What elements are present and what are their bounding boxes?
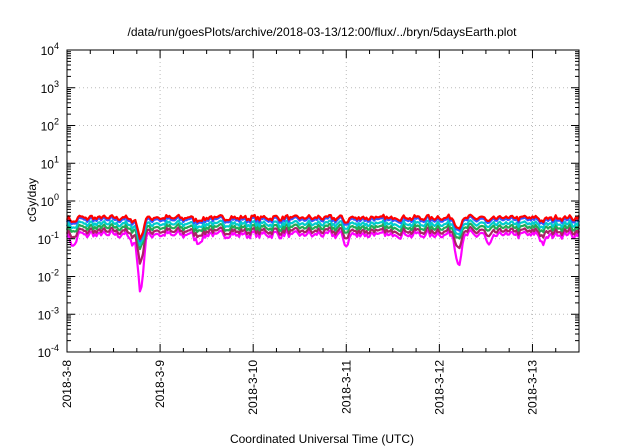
y-tick-exponent: -4 [51, 343, 59, 353]
y-tick-label: 103 [41, 79, 59, 96]
y-axis-label: cGy/day [25, 178, 39, 222]
y-tick-exponent: 2 [54, 117, 59, 127]
grid [67, 50, 579, 352]
y-tick-exponent: 0 [54, 192, 59, 202]
x-tick-label: 2018-3-13 [525, 360, 539, 415]
x-ticks: 2018-3-8 2018-3-9 2018-3-10 2018-3-11 2018-3… [60, 50, 557, 415]
y-tick-label: 10-4 [38, 343, 59, 360]
y-tick-exponent: -1 [51, 230, 59, 240]
y-tick-label: 102 [41, 117, 59, 134]
y-tick-exponent: 1 [54, 154, 59, 164]
y-tick-exponent: 4 [54, 41, 59, 51]
chart-title: /data/run/goesPlots/archive/2018-03-13/1… [128, 25, 518, 39]
y-tick-exponent: -2 [51, 268, 59, 278]
series-line [65, 222, 581, 251]
x-tick-label: 2018-3-10 [246, 360, 260, 415]
x-tick-label: 2018-3-12 [432, 360, 446, 415]
y-tick-exponent: -3 [51, 305, 59, 315]
x-axis-label: Coordinated Universal Time (UTC) [230, 432, 414, 446]
x-tick-label: 2018-3-9 [153, 360, 167, 408]
y-tick-label: 10-2 [38, 268, 59, 285]
y-tick-label: 100 [41, 192, 59, 209]
x-tick-label: 2018-3-11 [339, 360, 353, 414]
x-tick-label: 2018-3-8 [60, 360, 74, 408]
series-line [65, 225, 581, 265]
series-line [65, 219, 581, 247]
y-tick-label: 104 [41, 41, 59, 58]
series-line [66, 228, 581, 293]
series-group [65, 213, 581, 293]
series-line [65, 213, 581, 240]
y-tick-label: 101 [41, 154, 59, 171]
y-tick-label: 10-3 [38, 305, 59, 322]
y-tick-exponent: 3 [54, 79, 59, 89]
y-tick-label: 10-1 [38, 230, 59, 247]
